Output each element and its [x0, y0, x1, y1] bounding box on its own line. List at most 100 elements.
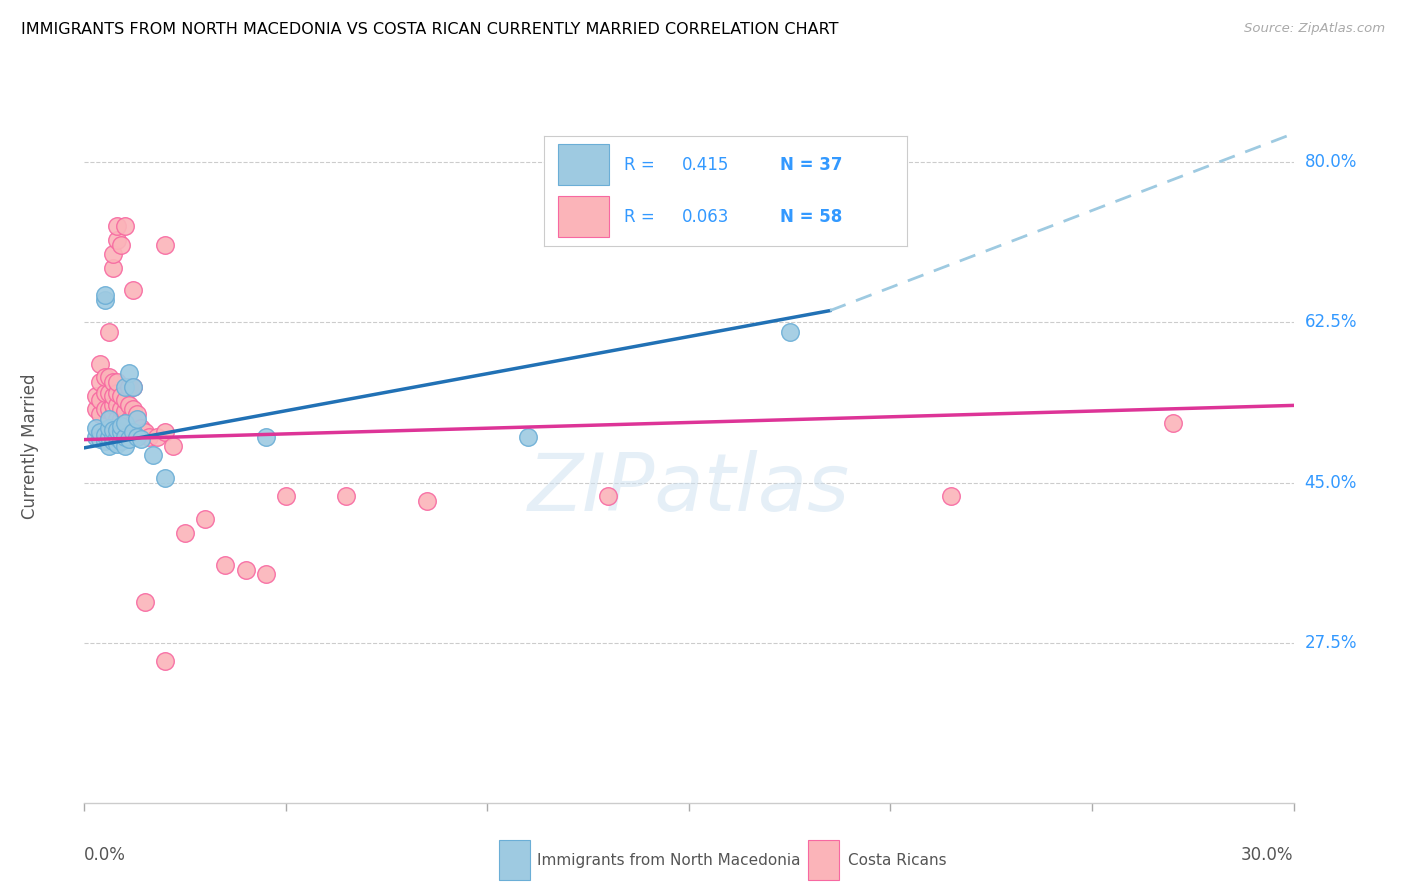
Point	[114, 404, 136, 418]
Point	[121, 416, 143, 430]
Point	[93, 293, 115, 307]
Point	[93, 402, 115, 417]
Text: ZIPatlas: ZIPatlas	[527, 450, 851, 528]
Point	[86, 402, 108, 417]
Point	[274, 489, 297, 503]
Text: R =: R =	[624, 208, 659, 226]
Point	[153, 471, 176, 485]
Point	[254, 567, 277, 582]
Point	[101, 398, 124, 412]
Point	[146, 430, 169, 444]
Point	[89, 393, 111, 408]
Point	[114, 393, 136, 408]
Text: 45.0%: 45.0%	[1305, 474, 1357, 491]
Point	[110, 389, 132, 403]
Text: IMMIGRANTS FROM NORTH MACEDONIA VS COSTA RICAN CURRENTLY MARRIED CORRELATION CHA: IMMIGRANTS FROM NORTH MACEDONIA VS COSTA…	[21, 22, 838, 37]
Point	[335, 489, 357, 503]
Point	[153, 425, 176, 440]
Point	[162, 439, 184, 453]
Point	[97, 370, 120, 384]
Point	[125, 407, 148, 421]
Point	[142, 448, 165, 462]
Point	[89, 432, 111, 446]
Text: Costa Ricans: Costa Ricans	[848, 854, 946, 868]
Point	[114, 416, 136, 430]
Point	[101, 389, 124, 403]
Point	[86, 389, 108, 403]
Point	[174, 525, 197, 540]
Point	[114, 413, 136, 427]
Point	[105, 386, 128, 401]
Point	[97, 411, 120, 425]
Point	[125, 411, 148, 425]
Text: N = 58: N = 58	[780, 208, 842, 226]
Point	[125, 420, 148, 434]
Bar	[558, 145, 609, 186]
Point	[134, 425, 156, 440]
Point	[118, 379, 141, 393]
Point	[101, 434, 124, 449]
Point	[129, 432, 152, 446]
Point	[101, 430, 124, 444]
Point	[97, 325, 120, 339]
Point	[114, 430, 136, 444]
Point	[516, 430, 538, 444]
Point	[214, 558, 236, 572]
Point	[105, 423, 128, 437]
Point	[121, 379, 143, 393]
Text: Immigrants from North Macedonia: Immigrants from North Macedonia	[537, 854, 800, 868]
Point	[118, 432, 141, 446]
Point	[110, 237, 132, 252]
Point	[105, 430, 128, 444]
Point	[89, 375, 111, 389]
Point	[134, 594, 156, 608]
Text: 80.0%: 80.0%	[1305, 153, 1357, 171]
Point	[105, 233, 128, 247]
Point	[93, 370, 115, 384]
Text: N = 37: N = 37	[780, 156, 842, 174]
Point	[97, 386, 120, 401]
Point	[114, 219, 136, 234]
Point	[1161, 416, 1184, 430]
Point	[105, 411, 128, 425]
Point	[101, 423, 124, 437]
Point	[101, 260, 124, 275]
Point	[93, 428, 115, 442]
Point	[416, 494, 439, 508]
Point	[118, 366, 141, 380]
Point	[105, 437, 128, 451]
Point	[93, 386, 115, 401]
Point	[97, 430, 120, 444]
Text: 30.0%: 30.0%	[1241, 846, 1294, 863]
Point	[114, 439, 136, 453]
Point	[101, 247, 124, 261]
Point	[101, 407, 124, 421]
Point	[125, 430, 148, 444]
Point	[118, 398, 141, 412]
Point	[93, 434, 115, 449]
Point	[105, 219, 128, 234]
Text: 0.415: 0.415	[682, 156, 730, 174]
Point	[105, 398, 128, 412]
Point	[86, 420, 108, 434]
Point	[138, 430, 160, 444]
Point	[97, 420, 120, 434]
Point	[101, 375, 124, 389]
Point	[89, 357, 111, 371]
Bar	[558, 196, 609, 237]
Point	[110, 418, 132, 433]
Point	[779, 325, 801, 339]
Point	[86, 430, 108, 444]
Point	[110, 434, 132, 449]
Point	[121, 284, 143, 298]
Point	[235, 562, 257, 576]
Text: 0.0%: 0.0%	[84, 846, 127, 863]
Point	[110, 425, 132, 440]
Point	[97, 439, 120, 453]
Point	[194, 512, 217, 526]
Point	[121, 425, 143, 440]
Point	[118, 413, 141, 427]
Point	[153, 237, 176, 252]
Point	[121, 379, 143, 393]
Point	[153, 654, 176, 668]
